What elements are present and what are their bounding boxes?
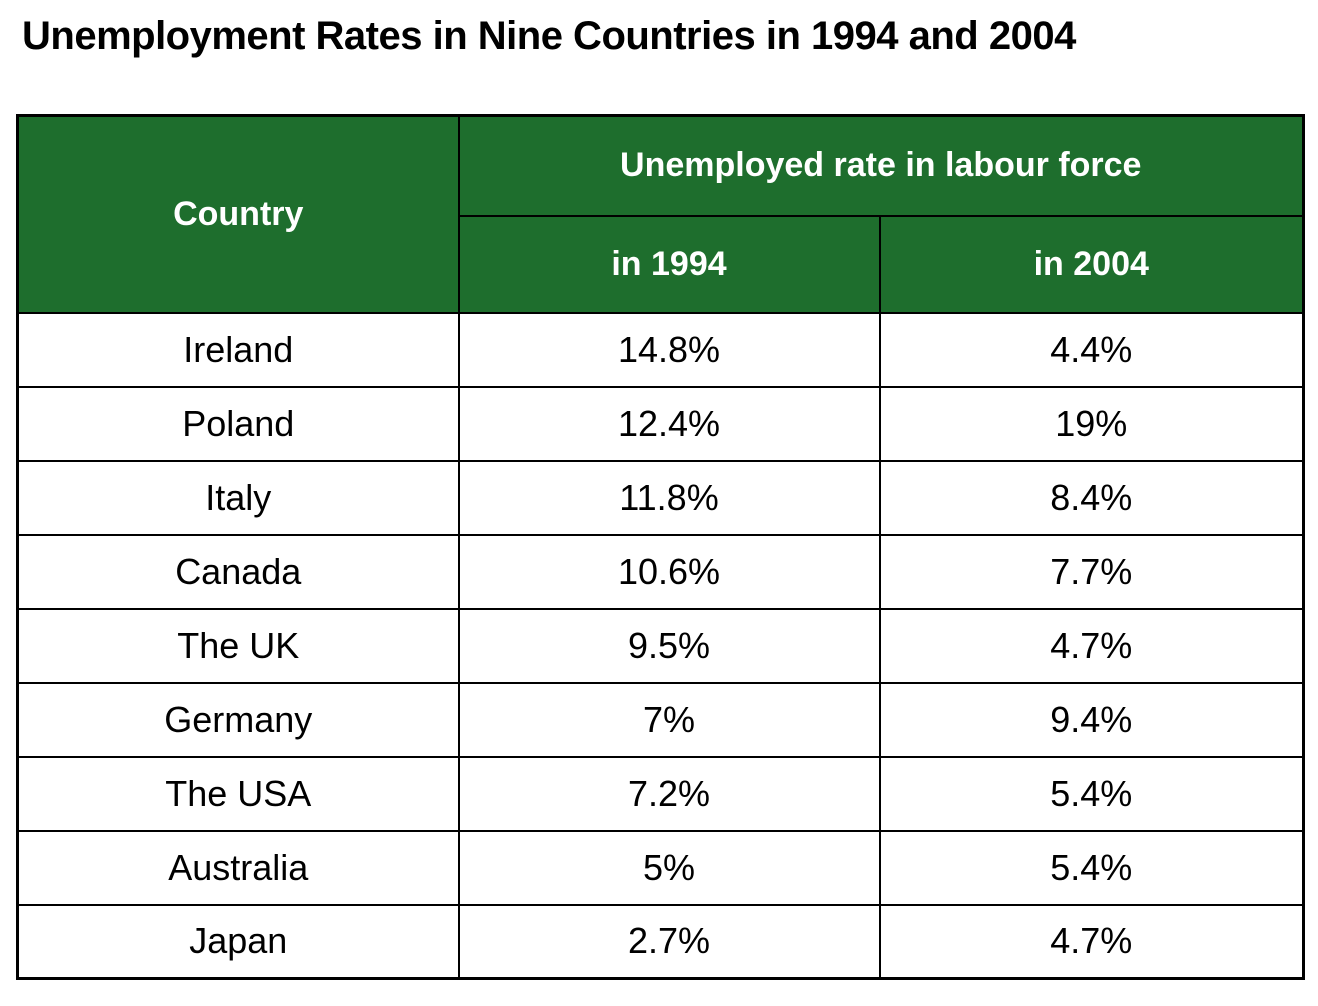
rate-1994-cell: 9.5% [457,607,881,684]
group-column-header: Unemployed rate in labour force [457,114,1305,217]
table-row: Italy 11.8% 8.4% [16,459,1305,536]
rate-2004-cell: 19% [878,385,1305,462]
country-cell: Germany [16,681,460,758]
header-row-2: in 1994 in 2004 [18,214,1305,314]
table-row: Poland 12.4% 19% [16,385,1305,462]
rate-2004-cell: 4.7% [878,607,1305,684]
table-row: Australia 5% 5.4% [16,829,1305,906]
rate-2004-cell: 9.4% [878,681,1305,758]
country-cell: Italy [16,459,460,536]
table-row: The UK 9.5% 4.7% [16,607,1305,684]
page-title: Unemployment Rates in Nine Countries in … [22,14,1076,58]
rate-1994-cell: 7.2% [457,755,881,832]
rate-2004-cell: 8.4% [878,459,1305,536]
table-row: The USA 7.2% 5.4% [16,755,1305,832]
page: { "title": "Unemployment Rates in Nine C… [0,14,1318,1006]
country-cell: Australia [16,829,460,906]
rate-1994-cell: 12.4% [457,385,881,462]
rate-2004-cell: 5.4% [878,829,1305,906]
country-column-header: Country [16,114,460,314]
rate-2004-cell: 5.4% [878,755,1305,832]
rate-1994-cell: 2.7% [457,903,881,980]
unemployment-table: Country Unemployed rate in labour force … [16,114,1306,980]
table-header: Country Unemployed rate in labour force … [16,114,1305,314]
header-row-1: Country Unemployed rate in labour force [16,114,1305,314]
table-row: Canada 10.6% 7.7% [16,533,1305,610]
table-row: Germany 7% 9.4% [16,681,1305,758]
country-cell: Ireland [16,311,460,388]
country-cell: The UK [16,607,460,684]
year-1994-column-header: in 1994 [457,214,881,314]
rate-1994-cell: 5% [457,829,881,906]
rate-1994-cell: 7% [457,681,881,758]
table-row: Ireland 14.8% 4.4% [16,311,1305,388]
rate-1994-cell: 10.6% [457,533,881,610]
country-cell: Japan [16,903,460,980]
rate-1994-cell: 14.8% [457,311,881,388]
year-2004-column-header: in 2004 [878,214,1305,314]
rate-2004-cell: 4.4% [878,311,1305,388]
table-body: Ireland 14.8% 4.4% Poland 12.4% 19% Ital… [16,311,1305,980]
country-cell: Canada [16,533,460,610]
country-cell: Poland [16,385,460,462]
table-row: Japan 2.7% 4.7% [16,903,1305,980]
rate-1994-cell: 11.8% [457,459,881,536]
country-cell: The USA [16,755,460,832]
rate-2004-cell: 7.7% [878,533,1305,610]
rate-2004-cell: 4.7% [878,903,1305,980]
